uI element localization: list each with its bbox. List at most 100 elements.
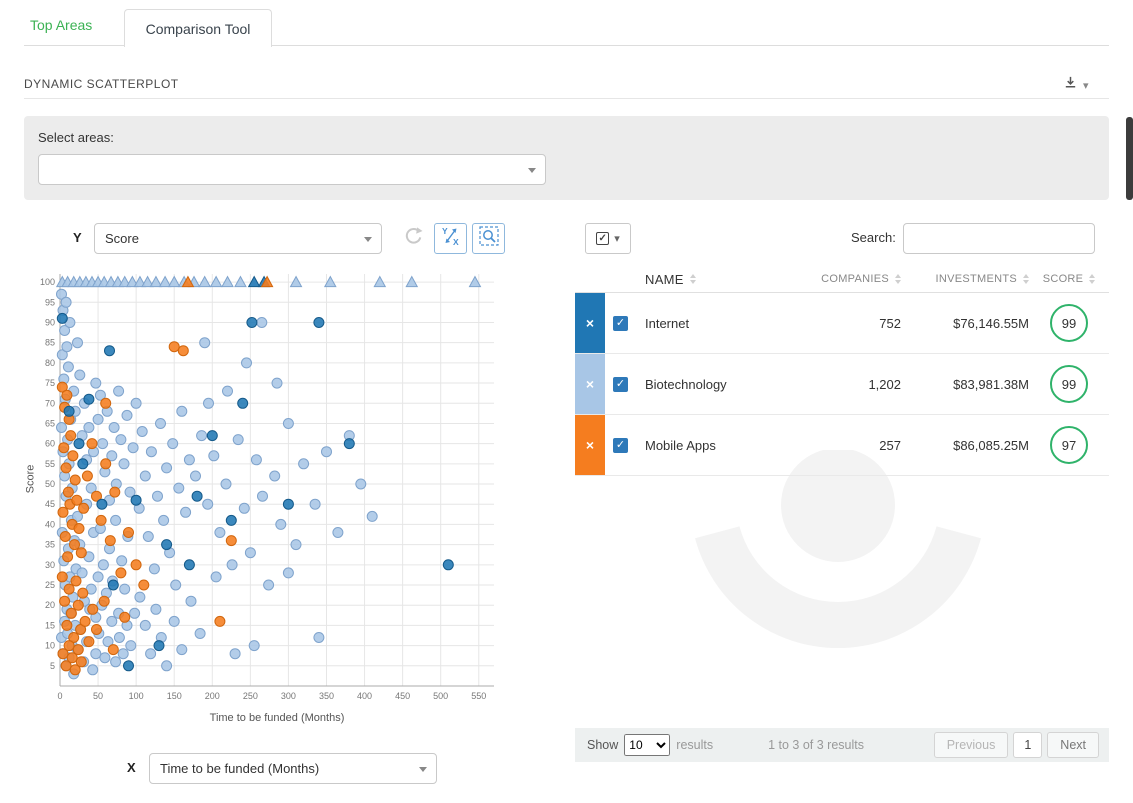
search-label: Search:: [851, 230, 896, 245]
svg-text:85: 85: [45, 338, 55, 348]
row-checkbox[interactable]: ✓: [613, 376, 628, 392]
row-name: Internet: [645, 315, 690, 331]
row-name: Biotechnology: [645, 376, 727, 392]
svg-text:60: 60: [45, 439, 55, 449]
sort-icon: [895, 274, 901, 284]
svg-text:70: 70: [45, 398, 55, 408]
svg-text:90: 90: [45, 317, 55, 327]
page-number-button[interactable]: 1: [1013, 732, 1043, 758]
checkbox-icon: ✓: [596, 232, 610, 245]
row-badge[interactable]: ×: [575, 415, 605, 475]
svg-text:350: 350: [319, 691, 334, 701]
score-badge: 99: [1050, 304, 1088, 342]
section-title: DYNAMIC SCATTERPLOT: [24, 77, 179, 91]
row-companies: 257: [879, 437, 901, 453]
x-axis-title: Time to be funded (Months): [209, 712, 345, 724]
areas-select[interactable]: [38, 154, 546, 185]
svg-text:15: 15: [45, 620, 55, 630]
chevron-down-icon: [528, 168, 536, 173]
sort-icon: [1023, 274, 1029, 284]
row-investments: $76,146.55M: [953, 315, 1029, 331]
svg-text:55: 55: [45, 459, 55, 469]
show-label: Show: [587, 738, 619, 752]
close-icon: ×: [585, 437, 595, 453]
zoom-select-button[interactable]: [472, 223, 505, 254]
svg-text:300: 300: [281, 691, 296, 701]
sort-icon: [689, 274, 696, 284]
svg-text:0: 0: [57, 691, 62, 701]
svg-text:50: 50: [93, 691, 103, 701]
tab-comparison-tool[interactable]: Comparison Tool: [124, 9, 272, 47]
col-header-label: INVESTMENTS: [935, 273, 1017, 285]
y-axis-select-value: Score: [105, 231, 139, 246]
results-label: results: [676, 738, 714, 752]
pagination: Previous 1 Next: [933, 732, 1099, 758]
row-investments: $83,981.38M: [953, 376, 1029, 392]
svg-text:20: 20: [45, 600, 55, 610]
svg-text:45: 45: [45, 499, 55, 509]
col-header-label: COMPANIES: [821, 273, 889, 285]
download-menu[interactable]: ▾: [1063, 75, 1089, 95]
svg-text:75: 75: [45, 378, 55, 388]
scatterplot[interactable]: 0 50 100 150 200 250 300 350 400 450 500 550 5 10 15 20…: [22, 262, 514, 732]
table-footer: Show 10 results 1 to 3 of 3 results Prev…: [575, 728, 1109, 762]
svg-text:500: 500: [433, 691, 448, 701]
scatterplot-canvas[interactable]: 0 50 100 150 200 250 300 350 400 450 500 550 5 10 15 20…: [22, 262, 514, 707]
x-axis-select-value: Time to be funded (Months): [160, 761, 320, 776]
scrollbar-thumb[interactable]: [1126, 117, 1133, 200]
row-badge[interactable]: ×: [575, 293, 605, 353]
tab-top-areas[interactable]: Top Areas: [30, 17, 93, 33]
table-header-row: NAME COMPANIES INVESTMENTS SCORE: [575, 266, 1109, 293]
svg-text:50: 50: [45, 479, 55, 489]
col-header-label: SCORE: [1042, 273, 1084, 285]
svg-text:35: 35: [45, 540, 55, 550]
swap-axes-button[interactable]: Y X: [434, 223, 467, 254]
chevron-down-icon: [419, 767, 427, 772]
y-axis-title: Score: [24, 464, 37, 494]
chevron-down-icon: [364, 237, 372, 242]
col-header-investments[interactable]: INVESTMENTS: [901, 273, 1029, 285]
y-axis-select[interactable]: Score: [94, 223, 382, 254]
svg-text:150: 150: [167, 691, 182, 701]
areas-table: NAME COMPANIES INVESTMENTS SCORE × ✓ Int…: [575, 266, 1109, 476]
col-header-score[interactable]: SCORE: [1029, 273, 1109, 285]
row-checkbox[interactable]: ✓: [613, 437, 628, 453]
search-input[interactable]: [903, 223, 1095, 254]
table-row: × ✓ Biotechnology 1,202 $83,981.38M 99: [575, 354, 1109, 415]
previous-page-button[interactable]: Previous: [933, 732, 1009, 758]
svg-text:450: 450: [395, 691, 410, 701]
table-row: × ✓ Mobile Apps 257 $86,085.25M 97: [575, 415, 1109, 476]
score-badge: 97: [1050, 426, 1088, 464]
svg-text:250: 250: [243, 691, 258, 701]
swap-axes-icon: Y X: [440, 225, 462, 252]
row-checkbox[interactable]: ✓: [613, 315, 628, 331]
x-axis-select[interactable]: Time to be funded (Months): [149, 753, 437, 784]
row-badge[interactable]: ×: [575, 354, 605, 414]
svg-text:X: X: [453, 237, 459, 247]
refresh-button[interactable]: [396, 223, 429, 254]
select-all-dropdown[interactable]: ✓ ▾: [585, 223, 631, 254]
caret-down-icon: ▾: [1083, 79, 1089, 92]
col-header-companies[interactable]: COMPANIES: [806, 273, 901, 285]
sort-icon: [1089, 274, 1096, 284]
select-areas-panel: Select areas:: [24, 116, 1109, 200]
next-page-button[interactable]: Next: [1047, 732, 1099, 758]
svg-text:550: 550: [471, 691, 486, 701]
select-areas-label: Select areas:: [38, 130, 114, 145]
svg-text:100: 100: [129, 691, 144, 701]
svg-text:200: 200: [205, 691, 220, 701]
row-companies: 752: [879, 315, 901, 331]
table-row: × ✓ Internet 752 $76,146.55M 99: [575, 293, 1109, 354]
download-icon: [1063, 75, 1078, 95]
svg-text:80: 80: [45, 358, 55, 368]
svg-text:Y: Y: [442, 226, 448, 236]
page-size-select[interactable]: 10: [624, 734, 671, 756]
col-header-label: NAME: [645, 271, 684, 287]
svg-text:30: 30: [45, 560, 55, 570]
col-header-name[interactable]: NAME: [645, 272, 806, 287]
row-investments: $86,085.25M: [953, 437, 1029, 453]
close-icon: ×: [585, 315, 595, 331]
gauge-watermark: [575, 352, 1109, 730]
close-icon: ×: [585, 376, 595, 392]
caret-down-icon: ▾: [614, 233, 620, 245]
